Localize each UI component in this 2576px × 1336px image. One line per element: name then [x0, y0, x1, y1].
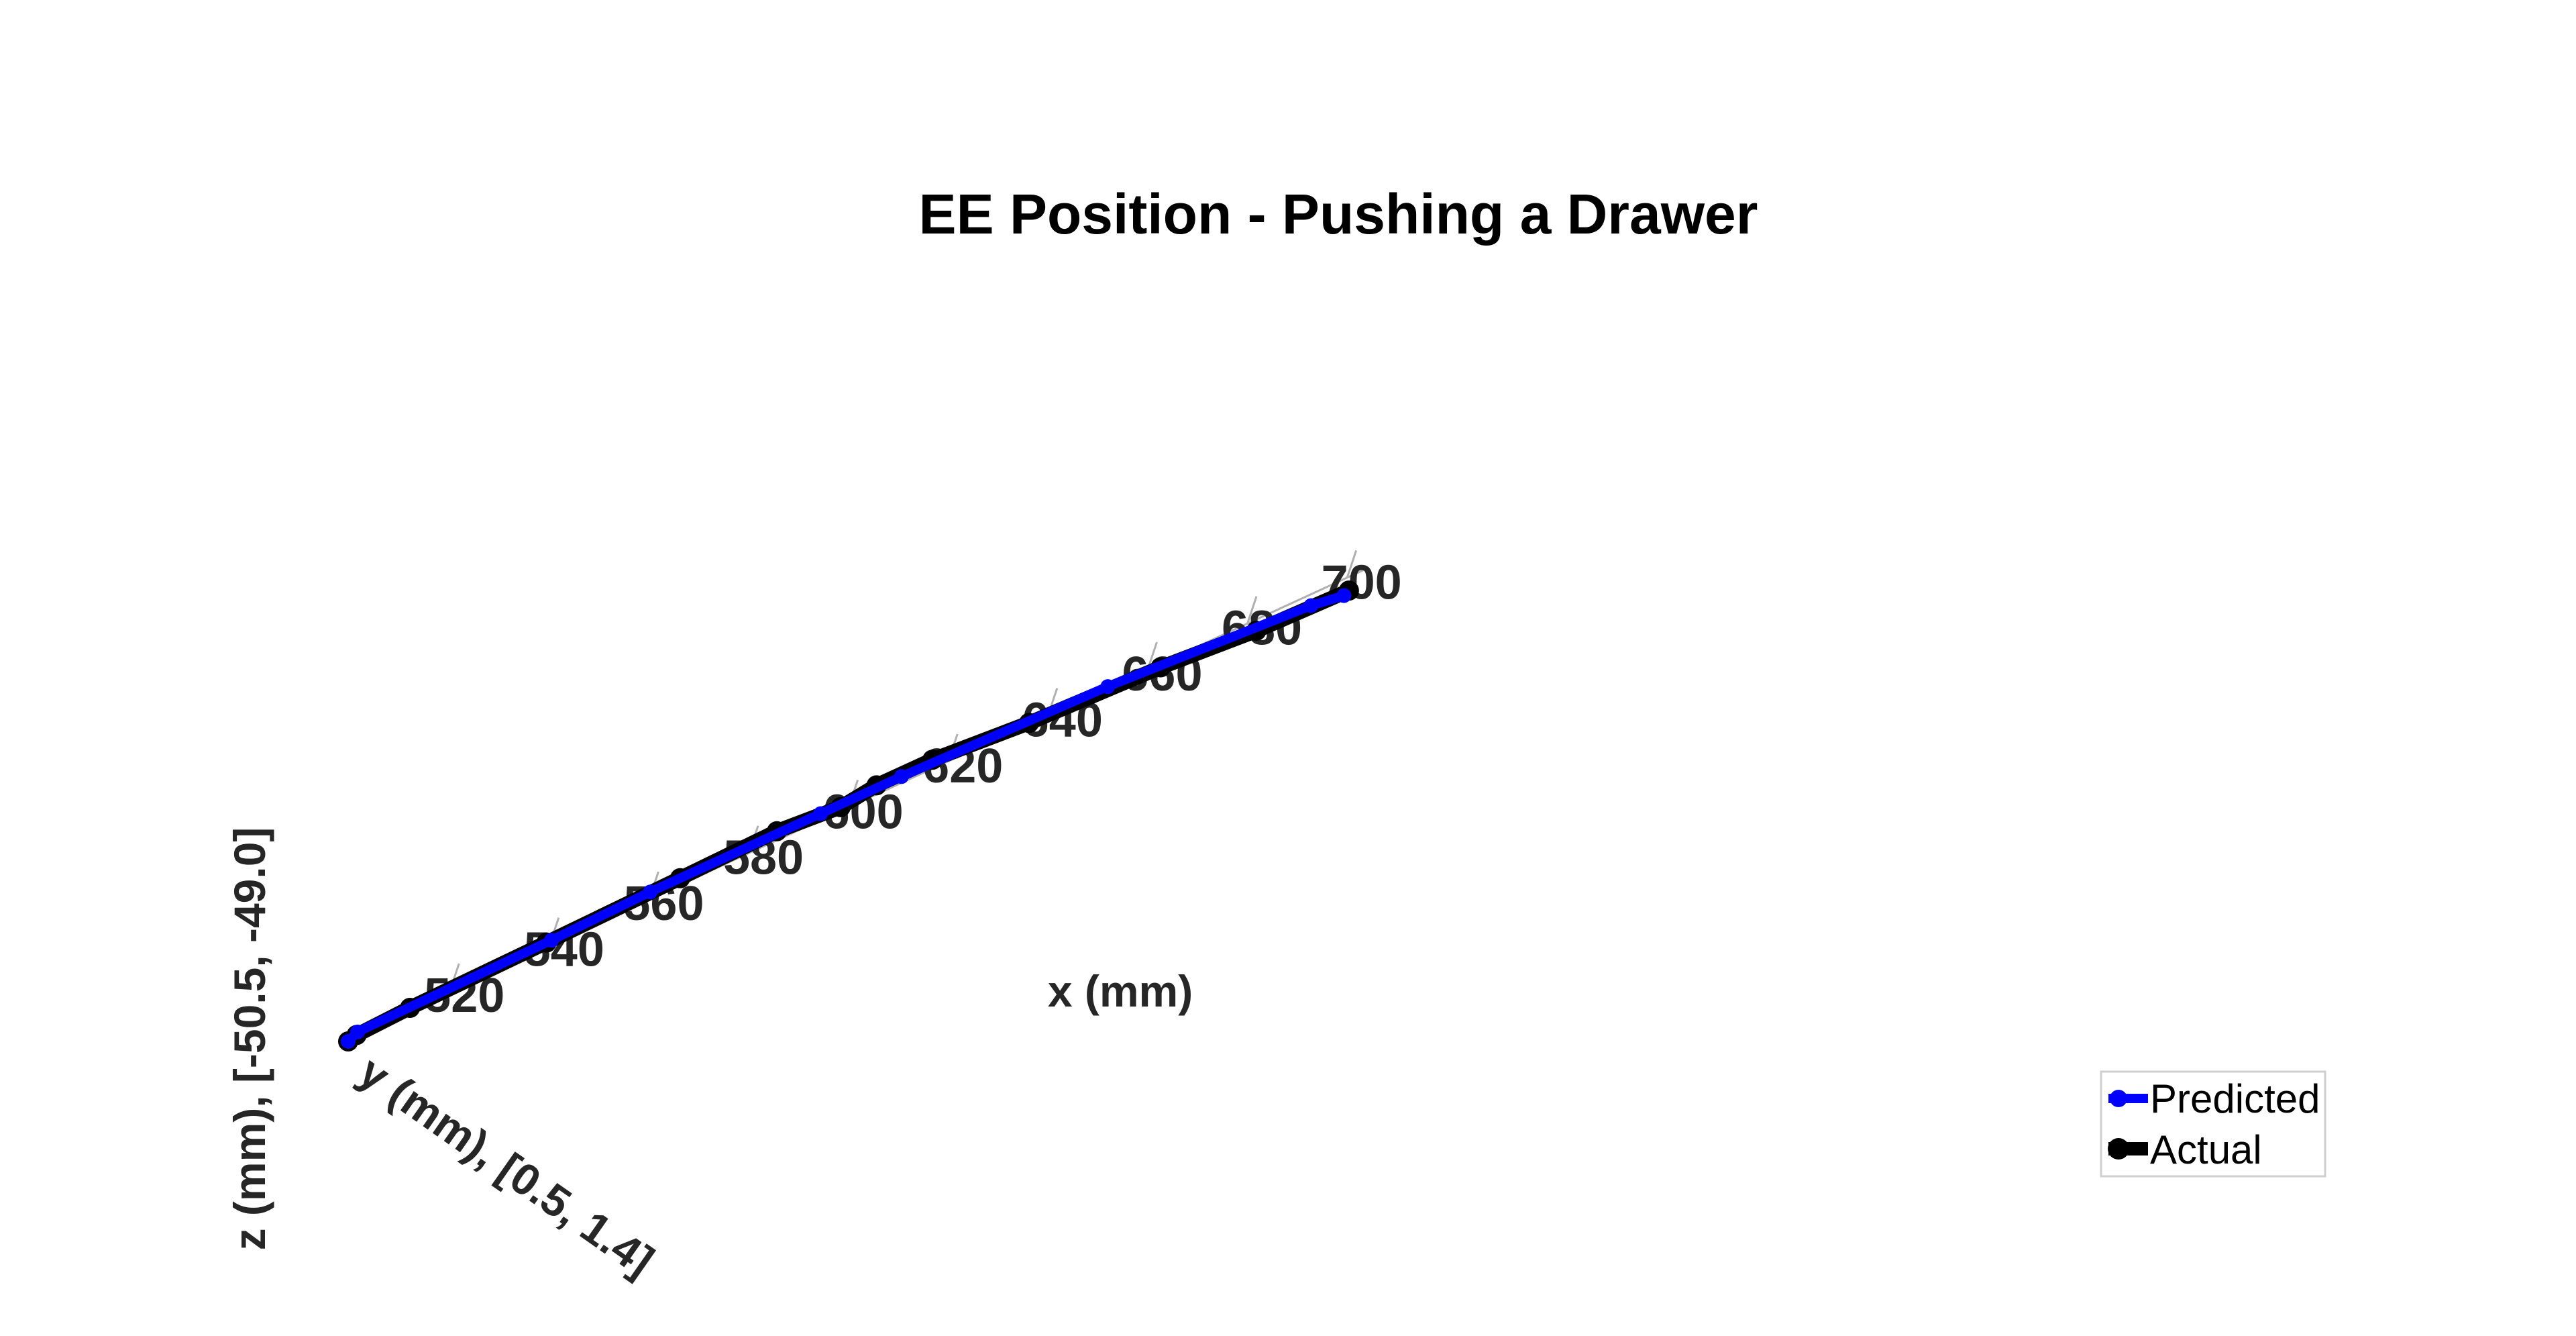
series-layer: [338, 580, 1359, 1051]
legend-marker-actual: [2108, 1138, 2129, 1160]
legend-marker-predicted: [2110, 1090, 2127, 1107]
data-point-predicted: [350, 1024, 366, 1039]
x-tick-mark: [1246, 596, 1258, 624]
legend-label-predicted: Predicted: [2150, 1076, 2320, 1121]
data-point-predicted: [1100, 679, 1116, 695]
data-point-predicted: [1303, 598, 1319, 613]
data-point-predicted: [894, 769, 909, 784]
z-axis-label: z (mm), [-50.5, -49.0]: [225, 827, 274, 1251]
legend-label-actual: Actual: [2150, 1127, 2262, 1172]
y-axis-label: y (mm), [0.5, 1.4]: [350, 1046, 663, 1286]
legend-box: [2100, 1070, 2326, 1178]
data-point-predicted: [813, 806, 828, 821]
data-point-predicted: [544, 933, 559, 948]
data-point-predicted: [1336, 588, 1352, 603]
data-point-predicted: [341, 1034, 356, 1049]
chart-title: EE Position - Pushing a Drawer: [919, 183, 1758, 246]
legend: Predicted Actual: [2100, 1070, 2326, 1178]
x-axis-label: x (mm): [1048, 966, 1193, 1016]
data-point-predicted: [643, 884, 658, 900]
x-tick-mark: [1346, 550, 1358, 578]
